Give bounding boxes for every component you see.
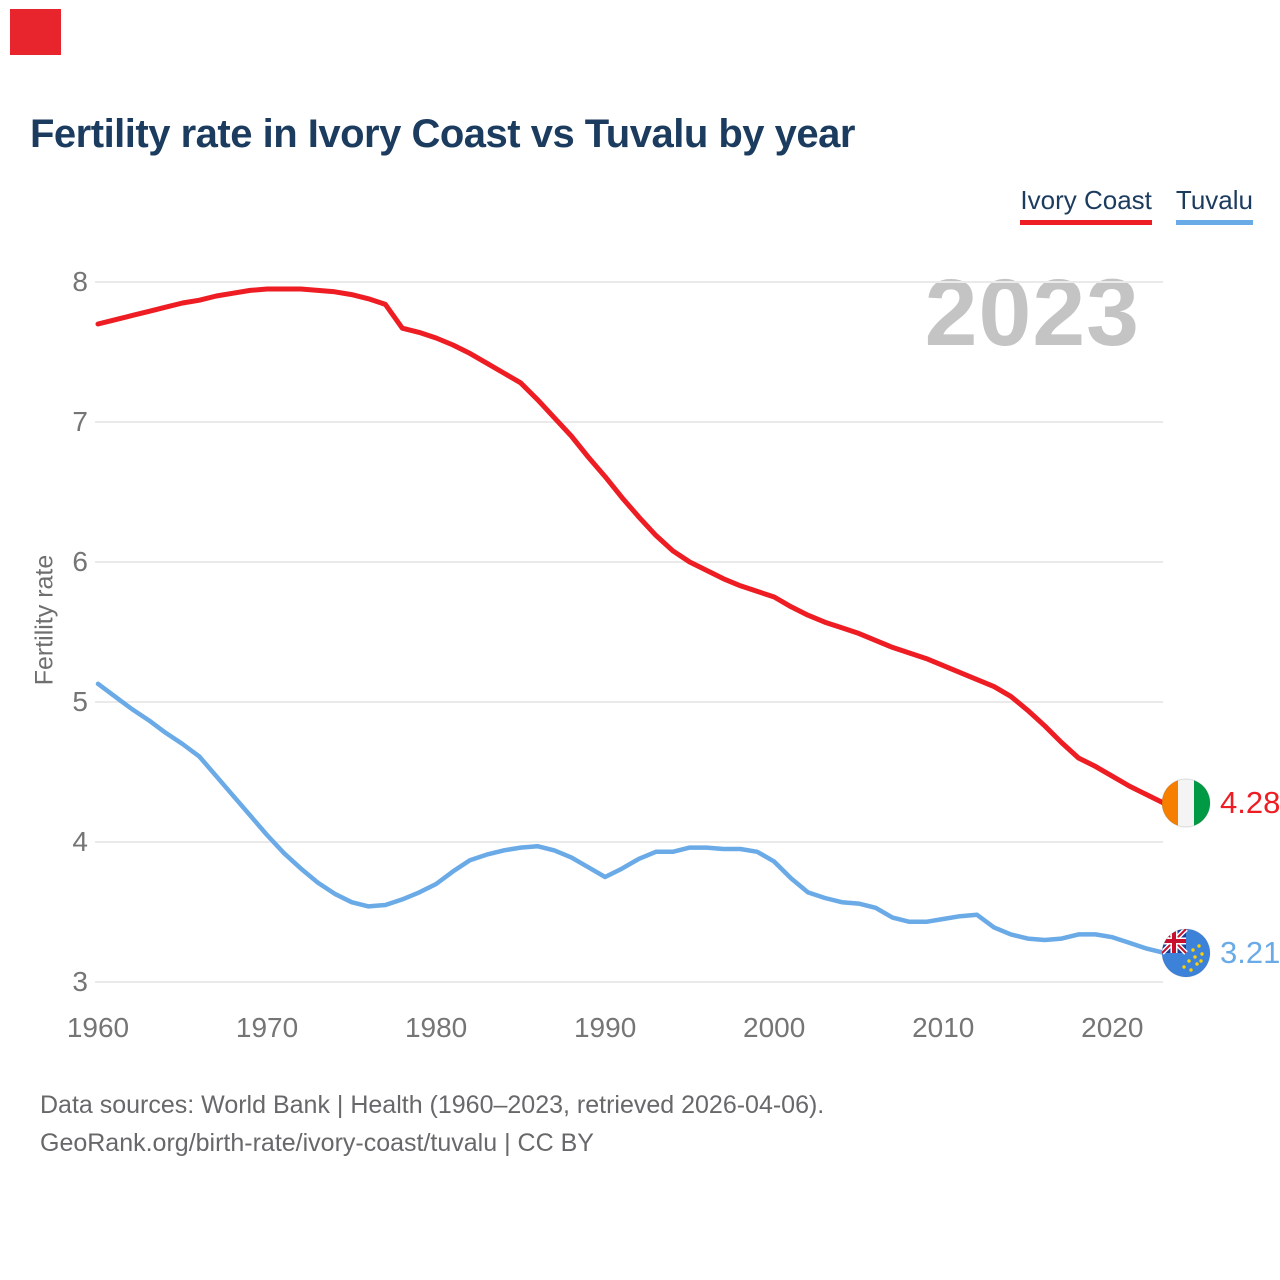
tuvalu-line: [95, 681, 1166, 955]
footer-attribution-line: GeoRank.org/birth-rate/ivory-coast/tuval…: [40, 1129, 594, 1157]
ivory-coast-flag-icon: [1161, 778, 1211, 828]
tuvalu-end-value: 3.21: [1220, 934, 1280, 970]
y-tick-label: 8: [72, 266, 88, 297]
y-tick-label: 7: [72, 406, 88, 437]
ivory-coast-line: [95, 286, 1166, 806]
legend-item-ivory-coast[interactable]: Ivory Coast: [1020, 186, 1152, 225]
x-tick-label: 1980: [404, 1012, 468, 1043]
x-tick-label: 1960: [66, 1012, 130, 1043]
footer-sources-line: Data sources: World Bank | Health (1960–…: [40, 1091, 825, 1119]
y-tick-label: 3: [72, 966, 88, 997]
x-tick-label: 2020: [1081, 1012, 1144, 1043]
page-title: Fertility rate in Ivory Coast vs Tuvalu …: [30, 112, 855, 156]
tuvalu-flag-icon: [1161, 928, 1211, 978]
corner-red-marker: [10, 9, 61, 55]
y-tick-label: 4: [72, 826, 88, 857]
y-tick-label: 6: [72, 546, 88, 577]
ivory-coast-end-label: 4.28: [1160, 775, 1280, 831]
y-tick-label: 5: [72, 686, 88, 717]
tuvalu-end-label: 3.21: [1160, 925, 1280, 981]
x-tick-label: 1990: [573, 1012, 637, 1043]
legend: Ivory Coast Tuvalu: [1020, 186, 1253, 225]
ivory-coast-end-value: 4.28: [1220, 784, 1280, 820]
x-tick-label: 2000: [743, 1012, 806, 1043]
footer: Data sources: World Bank | Health (1960–…: [40, 1086, 824, 1162]
x-tick-label: 1970: [235, 1012, 299, 1043]
legend-item-tuvalu[interactable]: Tuvalu: [1175, 186, 1253, 225]
corner-red-marker-rect: [10, 9, 61, 55]
x-tick-label: 2010: [912, 1012, 975, 1043]
